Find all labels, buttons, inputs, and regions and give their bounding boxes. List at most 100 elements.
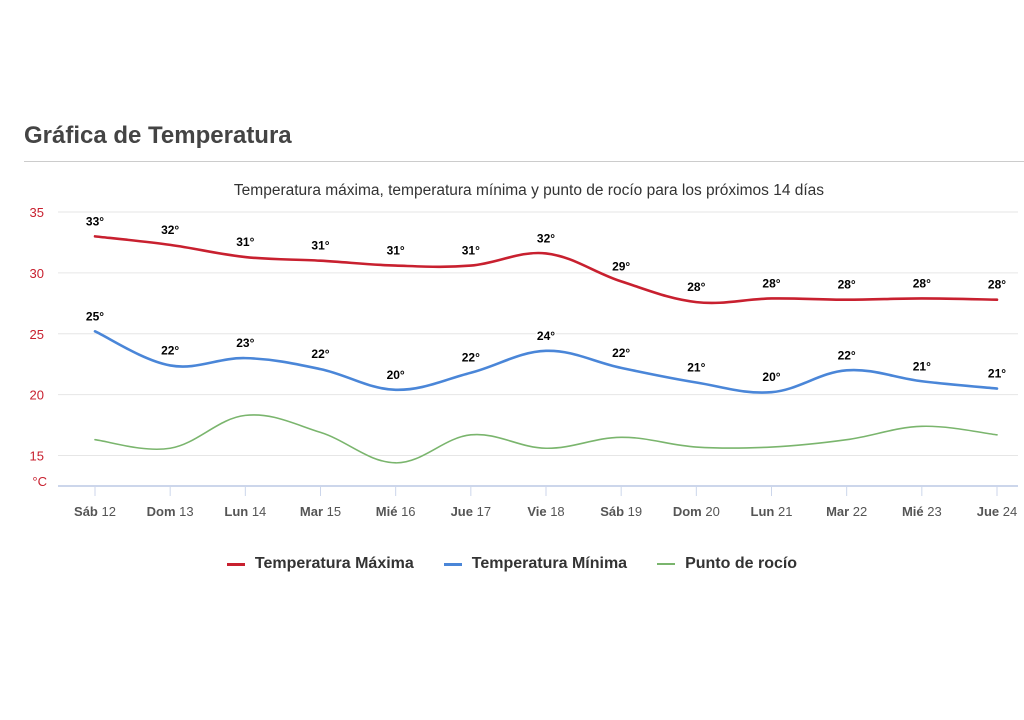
data-point-temperatura-maxima [770, 297, 773, 300]
data-point-punto-de-rocio [620, 436, 623, 439]
data-point-punto-de-rocio [169, 447, 172, 450]
x-tick-date: 24 [1003, 504, 1017, 519]
data-label-max: 33° [86, 214, 104, 228]
x-tick-date: 18 [550, 504, 564, 519]
x-tick-day: Lun [751, 504, 778, 519]
legend-swatch [226, 562, 245, 566]
legend-item-punto-de-rocio[interactable]: Punto de rocío [657, 555, 797, 573]
data-point-punto-de-rocio [94, 438, 97, 441]
x-tick-label: Mié 23 [902, 504, 942, 519]
data-label-max: 31° [387, 244, 405, 258]
data-label-min: 21° [988, 367, 1006, 381]
x-tick-label: Vie 18 [527, 504, 564, 519]
chart-title: Temperatura máxima, temperatura mínima y… [234, 182, 824, 199]
data-label-max: 29° [612, 259, 630, 273]
x-tick-date: 12 [102, 504, 116, 519]
data-point-temperatura-maxima [620, 280, 623, 283]
x-tick-label: Sáb 12 [74, 504, 116, 519]
x-tick-date: 16 [401, 504, 415, 519]
data-point-temperatura-minima [94, 330, 97, 333]
data-point-punto-de-rocio [394, 461, 397, 464]
x-tick-day: Sáb [74, 504, 101, 519]
data-point-temperatura-maxima [469, 264, 472, 267]
x-tick-day: Mar [300, 504, 327, 519]
chart-legend: Temperatura Máxima Temperatura Mínima Punt… [0, 552, 1024, 576]
data-label-max: 28° [838, 278, 856, 292]
x-tick-label: Dom 20 [673, 504, 720, 519]
data-label-min: 22° [161, 343, 179, 357]
x-tick-label: Jue 24 [977, 504, 1017, 519]
y-tick-label: 25 [30, 327, 44, 342]
data-label-max: 28° [988, 278, 1006, 292]
data-label-min: 23° [236, 336, 254, 350]
series-line-temperatura-minima [93, 330, 999, 394]
data-label-max: 31° [311, 239, 329, 253]
data-label-min: 22° [838, 348, 856, 362]
data-point-temperatura-minima [469, 371, 472, 374]
x-tick-label: Mié 16 [376, 504, 416, 519]
x-tick-date: 23 [927, 504, 941, 519]
data-label-max: 31° [236, 235, 254, 249]
legend-label: Temperatura Máxima [254, 555, 414, 572]
data-point-temperatura-minima [244, 357, 247, 360]
y-tick-label: 20 [30, 388, 44, 403]
data-point-temperatura-maxima [244, 256, 247, 259]
x-tick-date: 13 [179, 504, 193, 519]
series-line-punto-de-rocio [94, 414, 998, 464]
x-tick-day: Mié [902, 504, 927, 519]
data-point-temperatura-minima [169, 364, 172, 367]
x-tick-label: Jue 17 [451, 504, 491, 519]
data-label-min: 22° [612, 346, 630, 360]
data-point-temperatura-minima [920, 380, 923, 383]
series-line-temperatura-maxima [93, 235, 999, 305]
x-tick-day: Jue [451, 504, 477, 519]
x-tick-day: Mié [376, 504, 401, 519]
data-point-temperatura-maxima [169, 243, 172, 246]
x-tick-date: 22 [853, 504, 867, 519]
data-point-punto-de-rocio [996, 433, 999, 436]
data-point-punto-de-rocio [845, 438, 848, 441]
temperature-chart: Temperatura máxima, temperatura mínima y… [30, 182, 1018, 519]
data-point-temperatura-minima [319, 368, 322, 371]
x-tick-date: 20 [705, 504, 719, 519]
y-tick-label: 15 [30, 449, 44, 464]
x-tick-day: Lun [224, 504, 251, 519]
data-label-min: 22° [311, 347, 329, 361]
x-tick-date: 19 [628, 504, 642, 519]
x-tick-day: Vie [527, 504, 550, 519]
legend-item-temperatura-maxima[interactable]: Temperatura Máxima [226, 555, 414, 573]
x-tick-label: Sáb 19 [600, 504, 642, 519]
data-point-temperatura-maxima [319, 259, 322, 262]
legend-label: Punto de rocío [685, 555, 798, 572]
data-label-min: 21° [913, 359, 931, 373]
legend-item-temperatura-minima[interactable]: Temperatura Mínima [443, 555, 628, 573]
data-label-min: 24° [537, 329, 555, 343]
x-tick-date: 14 [252, 504, 266, 519]
data-point-temperatura-minima [845, 369, 848, 372]
data-point-punto-de-rocio [695, 446, 698, 449]
data-point-temperatura-minima [545, 349, 548, 352]
data-label-max: 32° [161, 223, 179, 237]
data-label-max: 32° [537, 231, 555, 245]
x-tick-date: 17 [477, 504, 491, 519]
legend-label: Temperatura Mínima [471, 555, 628, 572]
data-label-max: 28° [913, 276, 931, 290]
x-tick-day: Dom [147, 504, 180, 519]
data-point-temperatura-minima [770, 391, 773, 394]
data-point-temperatura-minima [695, 381, 698, 384]
data-point-temperatura-minima [996, 387, 999, 390]
data-point-temperatura-maxima [996, 298, 999, 301]
data-label-min: 21° [687, 360, 705, 374]
x-tick-day: Jue [977, 504, 1003, 519]
data-label-max: 31° [462, 244, 480, 258]
data-label-min: 22° [462, 351, 480, 365]
data-point-temperatura-maxima [920, 297, 923, 300]
legend-swatch [443, 562, 462, 566]
data-point-punto-de-rocio [920, 425, 923, 428]
x-tick-date: 21 [778, 504, 792, 519]
legend-swatch [657, 563, 676, 565]
title-divider [24, 161, 1024, 162]
data-label-min: 25° [86, 309, 104, 323]
data-point-punto-de-rocio [545, 447, 548, 450]
data-point-temperatura-maxima [94, 235, 97, 238]
